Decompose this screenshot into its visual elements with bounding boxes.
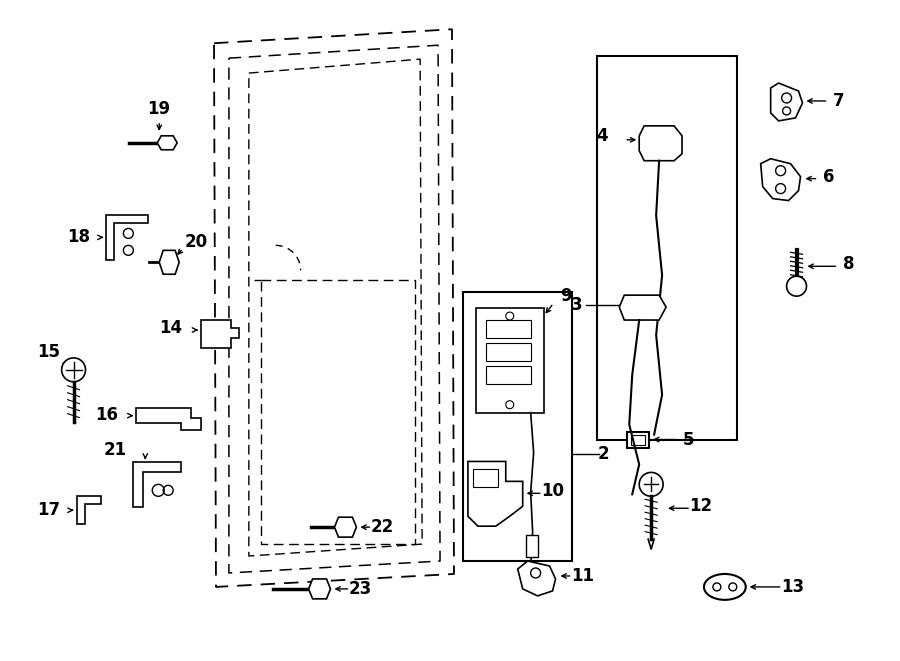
Text: 11: 11	[571, 567, 594, 585]
Polygon shape	[335, 517, 356, 537]
Text: 20: 20	[184, 233, 208, 251]
Bar	[627, 432, 649, 447]
Polygon shape	[760, 159, 800, 200]
Polygon shape	[309, 579, 330, 599]
Polygon shape	[468, 461, 523, 526]
Polygon shape	[770, 83, 803, 121]
Bar	[486, 343, 531, 361]
Text: 7: 7	[832, 92, 844, 110]
Bar	[476, 308, 544, 412]
Text: 6: 6	[823, 168, 834, 186]
Circle shape	[787, 276, 806, 296]
Ellipse shape	[704, 574, 746, 600]
Text: 12: 12	[689, 497, 713, 516]
Polygon shape	[619, 295, 666, 320]
Text: 15: 15	[37, 343, 60, 361]
Text: 22: 22	[371, 518, 394, 536]
Polygon shape	[136, 408, 201, 430]
Text: 2: 2	[598, 446, 609, 463]
Bar	[598, 56, 737, 440]
Bar	[631, 434, 645, 444]
Polygon shape	[518, 561, 555, 596]
Polygon shape	[639, 126, 682, 161]
Polygon shape	[158, 136, 177, 150]
Polygon shape	[201, 320, 239, 348]
Bar	[526, 535, 537, 557]
Text: 3: 3	[571, 296, 582, 314]
Polygon shape	[159, 251, 179, 274]
Polygon shape	[106, 215, 148, 260]
Circle shape	[639, 473, 663, 496]
Text: 9: 9	[560, 287, 572, 305]
Text: 23: 23	[349, 580, 372, 598]
Polygon shape	[76, 496, 102, 524]
Text: 4: 4	[597, 127, 608, 145]
Text: 18: 18	[68, 229, 90, 247]
Polygon shape	[133, 463, 181, 507]
Bar	[472, 469, 498, 487]
Bar	[486, 366, 531, 384]
Text: 16: 16	[94, 406, 118, 424]
Text: 5: 5	[683, 430, 695, 449]
Text: 14: 14	[159, 319, 183, 337]
Text: 19: 19	[148, 100, 171, 118]
Text: 13: 13	[781, 578, 804, 596]
Text: 1: 1	[491, 356, 501, 370]
Circle shape	[61, 358, 86, 382]
Text: 10: 10	[541, 483, 564, 500]
Bar	[486, 320, 531, 338]
Text: 21: 21	[104, 442, 127, 459]
Bar	[463, 292, 572, 561]
Text: 8: 8	[842, 255, 854, 273]
Text: 17: 17	[37, 501, 60, 520]
